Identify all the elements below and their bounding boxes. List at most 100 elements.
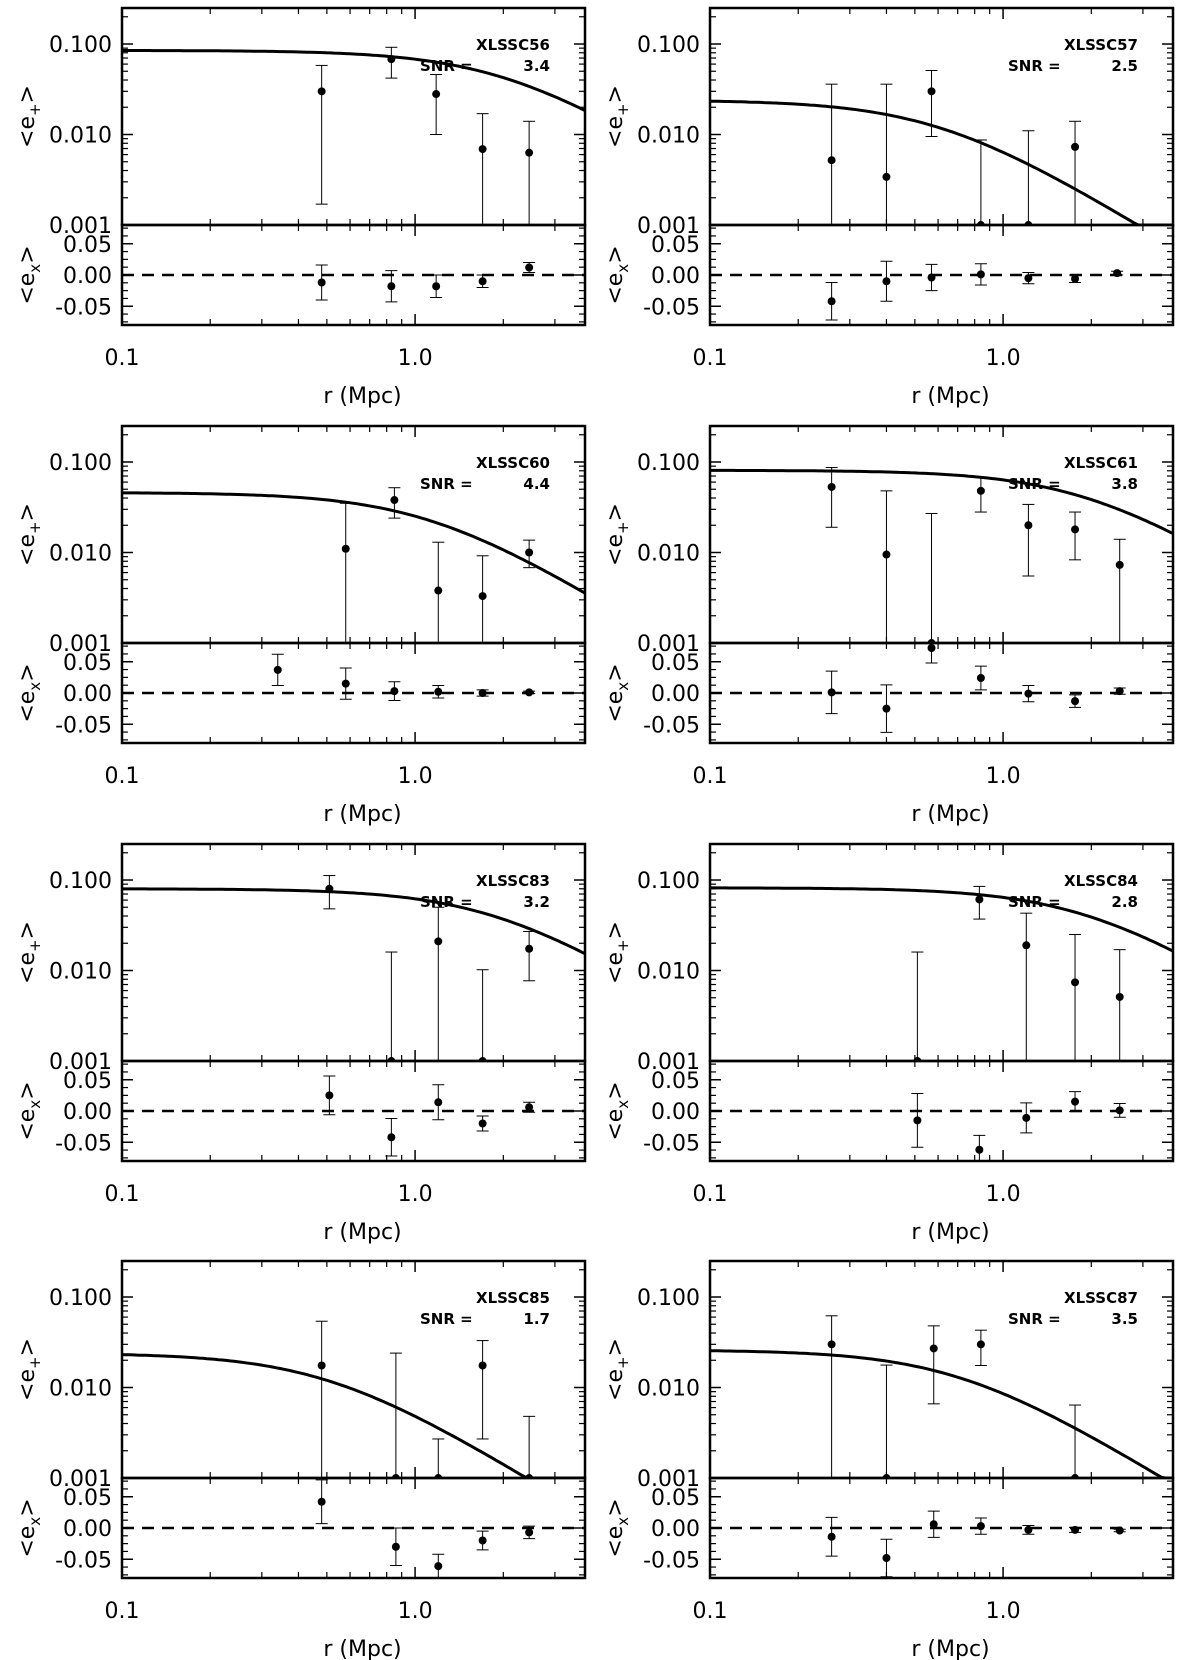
snr-value: 3.2	[523, 893, 550, 911]
data-point	[434, 586, 443, 595]
cluster-name: XLSSC83	[476, 872, 550, 890]
y-axis-title-lower: <ex>	[15, 1498, 44, 1557]
data-point	[975, 1145, 984, 1154]
data-point	[478, 1536, 487, 1545]
data-point	[882, 1474, 891, 1478]
data-point	[1113, 269, 1122, 278]
y-tick-label: 0.05	[651, 1486, 700, 1511]
data-point	[882, 704, 891, 713]
y-tick-label: 0.00	[651, 1100, 700, 1125]
x-tick-label: 1.0	[986, 1599, 1021, 1624]
panel-xlssc85: 0.1 1.0 r (Mpc) 0.001 0.010 0.100 0.05 0.00 -0.0…	[15, 1259, 587, 1660]
y-tick-label: 0.00	[651, 264, 700, 289]
data-point	[1024, 221, 1033, 225]
y-tick-label: 0.00	[651, 682, 700, 707]
data-point	[882, 277, 891, 286]
y-tick-label: 0.00	[63, 1517, 112, 1542]
snr-label: SNR =	[420, 893, 473, 911]
data-point	[1071, 1525, 1080, 1534]
snr-label: SNR =	[420, 1310, 473, 1328]
x-tick-label: 1.0	[398, 346, 433, 371]
y-axis-title-lower: <ex>	[603, 1081, 632, 1140]
snr-label: SNR =	[420, 475, 473, 493]
data-point	[1024, 521, 1033, 530]
x-tick-label: 1.0	[986, 346, 1021, 371]
y-tick-label: 0.100	[637, 451, 700, 476]
data-point	[913, 1057, 922, 1061]
data-point	[525, 263, 534, 272]
data-point	[827, 688, 836, 697]
y-tick-label: 0.00	[63, 682, 112, 707]
y-tick-label: 0.100	[637, 33, 700, 58]
y-tick-label: 0.100	[49, 451, 112, 476]
upper-points	[339, 487, 536, 643]
data-point	[390, 496, 399, 505]
data-point	[976, 674, 985, 682]
snr-value: 3.8	[1111, 475, 1138, 493]
x-axis-title: r (Mpc)	[911, 1637, 989, 1660]
data-point	[976, 486, 985, 495]
y-axis-title-lower: <ex>	[603, 663, 632, 722]
data-point	[478, 145, 487, 154]
snr-label: SNR =	[1008, 57, 1061, 75]
data-point	[478, 1057, 487, 1061]
data-point	[434, 1474, 443, 1478]
y-tick-label: 0.05	[651, 651, 700, 676]
y-tick-label: 0.05	[651, 233, 700, 258]
y-tick-label: 0.001	[49, 1050, 112, 1075]
y-tick-label: -0.05	[55, 295, 112, 320]
data-point	[1115, 1106, 1124, 1115]
data-point	[478, 277, 487, 286]
x-tick-label: 1.0	[398, 1182, 433, 1207]
data-point	[525, 148, 534, 157]
data-point	[882, 550, 891, 559]
lower-points	[323, 1075, 536, 1157]
x-tick-label: 0.1	[693, 764, 728, 789]
lower-points	[271, 653, 536, 701]
y-tick-label: 0.010	[49, 124, 112, 149]
data-point	[1024, 1525, 1033, 1534]
x-axis-title: r (Mpc)	[323, 1220, 401, 1245]
cluster-name: XLSSC87	[1064, 1289, 1138, 1307]
data-point	[478, 1119, 487, 1128]
panel-xlssc60: 0.1 1.0 r (Mpc) 0.001 0.010 0.100 0.05 0.00 -0.0…	[15, 424, 587, 827]
data-point	[913, 1116, 922, 1125]
y-axis-title-lower: <ex>	[15, 1081, 44, 1140]
x-tick-label: 0.1	[105, 1599, 140, 1624]
snr-value: 3.4	[523, 57, 550, 75]
data-point	[1115, 560, 1124, 569]
upper-points	[825, 1315, 1082, 1478]
data-point	[432, 282, 441, 291]
cluster-name: XLSSC57	[1064, 36, 1138, 54]
y-axis-title-upper: <e+>	[603, 85, 632, 148]
data-point	[525, 548, 534, 557]
data-point	[387, 1133, 396, 1142]
data-point	[975, 895, 984, 904]
y-tick-label: 0.001	[637, 632, 700, 657]
x-axis-title: r (Mpc)	[323, 1637, 401, 1660]
y-tick-label: 0.010	[637, 960, 700, 985]
data-point	[432, 90, 441, 99]
data-point	[478, 592, 487, 601]
data-point	[525, 944, 534, 953]
y-tick-label: 0.05	[651, 1069, 700, 1094]
cluster-name: XLSSC85	[476, 1289, 550, 1307]
data-point	[317, 1361, 326, 1370]
data-point	[1115, 992, 1124, 1001]
y-tick-label: -0.05	[55, 1548, 112, 1573]
snr-value: 3.5	[1111, 1310, 1138, 1328]
data-point	[1071, 1097, 1080, 1106]
upper-points	[825, 69, 1082, 225]
x-tick-label: 0.1	[693, 346, 728, 371]
upper-points	[315, 1320, 536, 1478]
data-point	[317, 87, 326, 96]
upper-points	[315, 46, 536, 225]
data-point	[525, 688, 534, 697]
lower-points	[315, 1479, 536, 1578]
data-point	[929, 1344, 938, 1353]
data-point	[317, 1497, 326, 1506]
x-tick-label: 1.0	[986, 764, 1021, 789]
y-axis-title-upper: <e+>	[15, 85, 44, 148]
panel-xlssc83: 0.1 1.0 r (Mpc) 0.001 0.010 0.100 0.05 0.00 -0.0…	[15, 842, 587, 1245]
data-point	[525, 1528, 534, 1537]
